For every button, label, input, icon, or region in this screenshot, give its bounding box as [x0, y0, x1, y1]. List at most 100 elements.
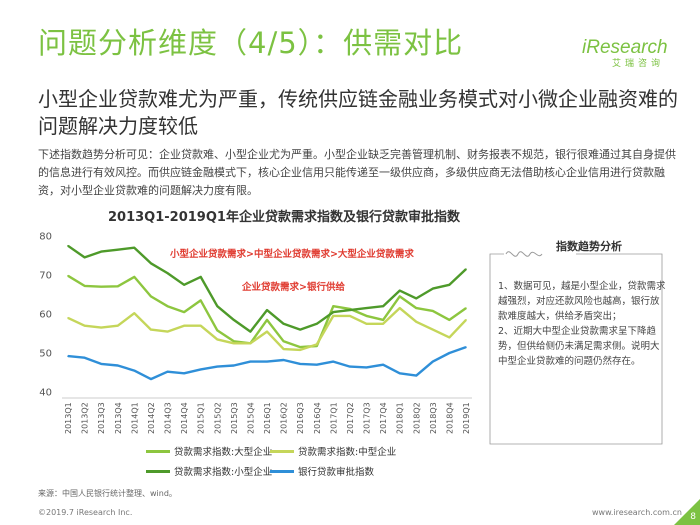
x-tick-label: 2017Q2 — [346, 402, 355, 434]
x-tick-label: 2014Q2 — [147, 402, 156, 434]
data-point-medium — [166, 330, 169, 333]
data-point-medium — [332, 315, 335, 317]
data-point-bank — [382, 363, 384, 366]
data-point-medium — [315, 343, 318, 346]
data-point-medium — [249, 342, 252, 345]
series-line-bank — [67, 345, 467, 381]
y-tick-label: 80 — [39, 232, 52, 243]
data-point-small — [266, 309, 268, 311]
data-point-bank — [216, 365, 219, 368]
data-point-small — [365, 307, 368, 309]
data-point-medium — [83, 324, 86, 327]
series-line-medium — [67, 306, 467, 352]
x-tick-label: 2015Q2 — [213, 402, 222, 434]
data-point-medium — [465, 319, 467, 321]
legend-item-small: 贷款需求指数:小型企业 — [146, 464, 272, 478]
legend-item-large: 贷款需求指数:大型企业 — [146, 444, 272, 458]
data-point-bank — [415, 374, 418, 377]
chart-title: 2013Q1-2019Q1年企业贷款需求指数及银行贷款审批指数 — [108, 210, 460, 225]
data-point-small — [282, 322, 285, 325]
data-point-bank — [465, 346, 467, 348]
y-tick-label: 60 — [39, 310, 52, 321]
data-point-medium — [100, 326, 102, 329]
source-note: 来源：中国人民银行统计整理、wind。 — [38, 489, 177, 498]
x-tick-label: 2015Q3 — [230, 402, 239, 434]
data-point-medium — [266, 330, 268, 333]
data-point-small — [233, 319, 235, 321]
analysis-heading: 指数趋势分析 — [556, 240, 622, 253]
data-point-bank — [199, 368, 202, 371]
data-point-small — [315, 322, 318, 325]
data-point-small — [166, 272, 169, 274]
legend-swatch — [146, 449, 170, 453]
data-point-large — [415, 307, 418, 309]
data-point-bank — [67, 355, 69, 357]
data-point-large — [332, 305, 335, 308]
data-point-medium — [382, 322, 384, 325]
x-tick-label: 2013Q4 — [114, 402, 123, 434]
x-tick-label: 2015Q1 — [197, 402, 206, 434]
y-tick-label: 40 — [39, 388, 52, 399]
x-tick-label: 2016Q1 — [263, 402, 272, 434]
data-point-small — [349, 309, 351, 311]
analysis-panel-frame — [489, 251, 663, 445]
legend-label: 贷款需求指数:大型企业 — [174, 447, 273, 458]
data-point-bank — [233, 364, 235, 367]
data-point-medium — [398, 307, 401, 309]
data-point-small — [216, 305, 219, 308]
data-point-large — [432, 310, 434, 312]
data-point-bank — [398, 372, 401, 375]
data-point-medium — [216, 338, 219, 341]
legend-item-bank: 银行贷款审批指数 — [270, 464, 374, 478]
analysis-text: 1、数据可见，越是小型企业，贷款需求越强烈，对应还款风险也越高，银行放款难度越大… — [498, 281, 666, 367]
data-point-large — [398, 295, 401, 298]
description-paragraph: 下述指数趋势分析可见：企业贷款难、小型企业尤为严重。小型企业缺乏完善管理机制、财… — [38, 148, 676, 197]
data-point-medium — [183, 324, 185, 327]
legend-swatch — [270, 449, 294, 453]
x-tick-label: 2019Q1 — [462, 402, 471, 434]
data-point-small — [116, 248, 119, 251]
legend-label: 贷款需求指数:小型企业 — [174, 467, 273, 478]
legend-swatch — [270, 469, 294, 473]
data-point-large — [150, 295, 152, 298]
data-point-small — [415, 297, 418, 300]
data-point-small — [448, 283, 451, 286]
data-point-large — [199, 299, 202, 302]
website: www.iresearch.com.cn — [592, 508, 682, 517]
page-number: 8 — [690, 512, 696, 522]
x-tick-label: 2017Q3 — [363, 402, 372, 434]
x-tick-label: 2017Q1 — [329, 402, 338, 434]
data-point-bank — [282, 359, 285, 361]
logo-wordmark: iResearch — [582, 37, 668, 58]
data-point-large — [216, 329, 219, 332]
legend-label: 贷款需求指数:中型企业 — [298, 447, 397, 458]
data-point-large — [67, 274, 69, 277]
x-tick-label: 2013Q1 — [64, 402, 73, 434]
wave-decoration-icon — [505, 251, 543, 257]
data-point-bank — [116, 364, 119, 367]
subtitle: 小型企业贷款难尤为严重，传统供应链金融业务模式对小微企业融资难的问题解决力度较低 — [38, 87, 678, 138]
data-point-large — [266, 319, 268, 321]
x-tick-label: 2015Q4 — [246, 402, 255, 434]
x-tick-label: 2014Q4 — [180, 402, 189, 434]
data-point-small — [382, 305, 384, 308]
x-tick-label: 2016Q2 — [280, 402, 289, 434]
data-point-medium — [282, 348, 285, 350]
data-point-medium — [150, 328, 152, 331]
data-point-small — [67, 244, 69, 247]
data-point-bank — [100, 363, 102, 365]
data-point-medium — [432, 328, 434, 331]
iresearch-logo: iResearch 艾瑞咨询 — [582, 38, 670, 70]
data-point-bank — [266, 360, 268, 363]
data-point-large — [133, 276, 136, 278]
x-tick-label: 2018Q2 — [412, 402, 421, 434]
data-point-medium — [199, 324, 202, 327]
legend-swatch — [146, 469, 170, 473]
data-point-medium — [67, 317, 69, 319]
data-point-small — [249, 330, 252, 333]
data-point-bank — [315, 363, 318, 366]
data-point-small — [183, 283, 185, 286]
data-point-bank — [299, 363, 301, 365]
data-point-large — [299, 346, 301, 348]
data-point-bank — [183, 372, 185, 375]
